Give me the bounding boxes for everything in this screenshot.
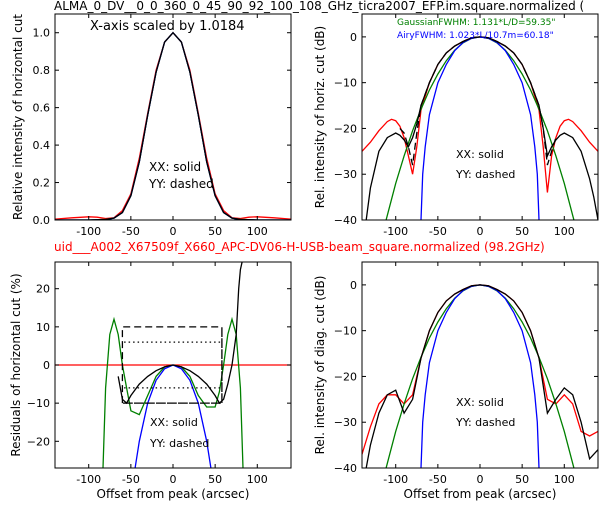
- panel-horizontal-linear: X-axis scaled by 1.0184 XX: solid YY: da…: [11, 13, 292, 238]
- panel2-ytick-label-0: 20: [36, 283, 50, 296]
- panel0-series-2: [55, 31, 291, 220]
- panel3-ytick-label-1: −10: [334, 325, 357, 338]
- panel0-ytick-label-3: 0.6: [33, 102, 51, 115]
- panel2-xtick-label-1: -50: [122, 473, 140, 486]
- panel2-xtick-label-3: 50: [208, 473, 222, 486]
- panel3-ytick-label-3: −30: [334, 416, 357, 429]
- panel3-ytick-label-2: −20: [334, 370, 357, 383]
- panel3-xlabel: Offset from peak (arcsec): [404, 487, 557, 501]
- panel3-ylabel: Rel. intensity of diag. cut (dB): [313, 276, 327, 455]
- panel2-xtick-label-2: 0: [170, 473, 177, 486]
- panel3-xtick-label-2: 0: [477, 473, 484, 486]
- panel1-annotation-gaussian: GaussianFWHM: 1.131*L/D=59.35": [397, 18, 555, 28]
- figure-subtitle: uid___A002_X67509f_X660_APC-DV06-H-USB-b…: [54, 240, 545, 254]
- panel1-series-1: [385, 36, 575, 220]
- panel3-xtick-label-0: -100: [383, 473, 408, 486]
- panel-horizontal-residuals: XX: solid YY: dashed Residuals of horizo…: [9, 261, 292, 501]
- panel0-xtick-label-1: -50: [122, 225, 140, 238]
- panel0-annotation-xx: XX: solid: [149, 160, 201, 174]
- panel3-xtick-label-4: 100: [554, 473, 575, 486]
- panel1-series-4: [399, 36, 557, 166]
- panel2-ytick-label-2: 0: [43, 359, 50, 372]
- panel1-xtick-label-2: 0: [477, 225, 484, 238]
- panel2-xtick-label-4: 100: [247, 473, 268, 486]
- panel0-ylabel: Relative intensity of horizontal cut: [11, 14, 25, 220]
- panel1-xtick-label-1: -50: [429, 225, 447, 238]
- panel3-annotation-xx: XX: solid: [456, 396, 504, 409]
- panel0-series-0: [55, 31, 291, 220]
- panel3-frame: [361, 261, 599, 469]
- panel1-xtick-label-0: -100: [383, 225, 408, 238]
- panel3-series-1: [385, 284, 575, 468]
- panel0-ytick-label-1: 0.2: [33, 177, 51, 190]
- panel1-xtick-label-3: 50: [515, 225, 529, 238]
- panel2-ylabel: Residuals of horizontal cut (%): [9, 273, 23, 456]
- panel0-xtick-label-4: 100: [247, 225, 268, 238]
- panel0-series-1: [55, 31, 291, 220]
- panel2-annotation-xx: XX: solid: [150, 416, 198, 429]
- panel1-ytick-label-1: −10: [334, 77, 357, 90]
- panel2-series-3: [117, 262, 243, 405]
- panel0-ytick-label-4: 0.8: [33, 64, 51, 77]
- panel0-ytick-label-2: 0.4: [33, 139, 51, 152]
- panel1-xtick-label-4: 100: [554, 225, 575, 238]
- panel0-xtick-label-3: 50: [208, 225, 222, 238]
- panel3-ytick-label-0: 0: [350, 279, 357, 292]
- panel0-ytick-label-5: 1.0: [33, 27, 51, 40]
- panel1-ytick-label-0: 0: [350, 31, 357, 44]
- panel0-xtick-label-2: 0: [170, 225, 177, 238]
- panel1-frame: [361, 13, 599, 221]
- panel3-annotation-yy: YY: dashed: [455, 416, 515, 429]
- panel3-series-3: [365, 284, 598, 468]
- panel-diagonal-db: XX: solid YY: dashed Rel. intensity of d…: [313, 261, 599, 501]
- panel1-annotation-airy: AiryFWHM: 1.023*L/10.7m=60.18": [397, 31, 554, 41]
- panel2-xlabel: Offset from peak (arcsec): [97, 487, 250, 501]
- panel2-ytick-label-4: −20: [27, 435, 50, 448]
- panel-horizontal-db: GaussianFWHM: 1.131*L/D=59.35" AiryFWHM:…: [313, 13, 599, 238]
- panel0-annotation-yy: YY: dashed: [148, 177, 214, 191]
- panel0-series-3: [55, 31, 291, 220]
- panel1-ytick-label-3: −30: [334, 168, 357, 181]
- panel1-annotation-xx: XX: solid: [456, 148, 504, 161]
- panel2-annotation-yy: YY: dashed: [149, 437, 209, 450]
- panel1-ytick-label-4: −40: [334, 214, 357, 227]
- panel2-ytick-label-1: 10: [36, 321, 50, 334]
- panel2-ytick-label-3: −10: [27, 397, 50, 410]
- panel1-ytick-label-2: −20: [334, 122, 357, 135]
- panel0-ytick-label-0: 0.0: [33, 214, 51, 227]
- panel3-xtick-label-1: -50: [429, 473, 447, 486]
- figure-title: ALMA_0_DV__0_0_360_0_45_90_92_100_108_GH…: [54, 0, 584, 13]
- panel1-annotation-yy: YY: dashed: [455, 168, 515, 181]
- panel3-ytick-label-4: −40: [334, 462, 357, 475]
- panel2-xtick-label-0: -100: [76, 473, 101, 486]
- panel0-xtick-label-0: -100: [76, 225, 101, 238]
- panel1-ylabel: Rel. intensity of horiz. cut (dB): [313, 26, 327, 208]
- panel3-xtick-label-3: 50: [515, 473, 529, 486]
- panel0-annotation-scale: X-axis scaled by 1.0184: [90, 19, 245, 34]
